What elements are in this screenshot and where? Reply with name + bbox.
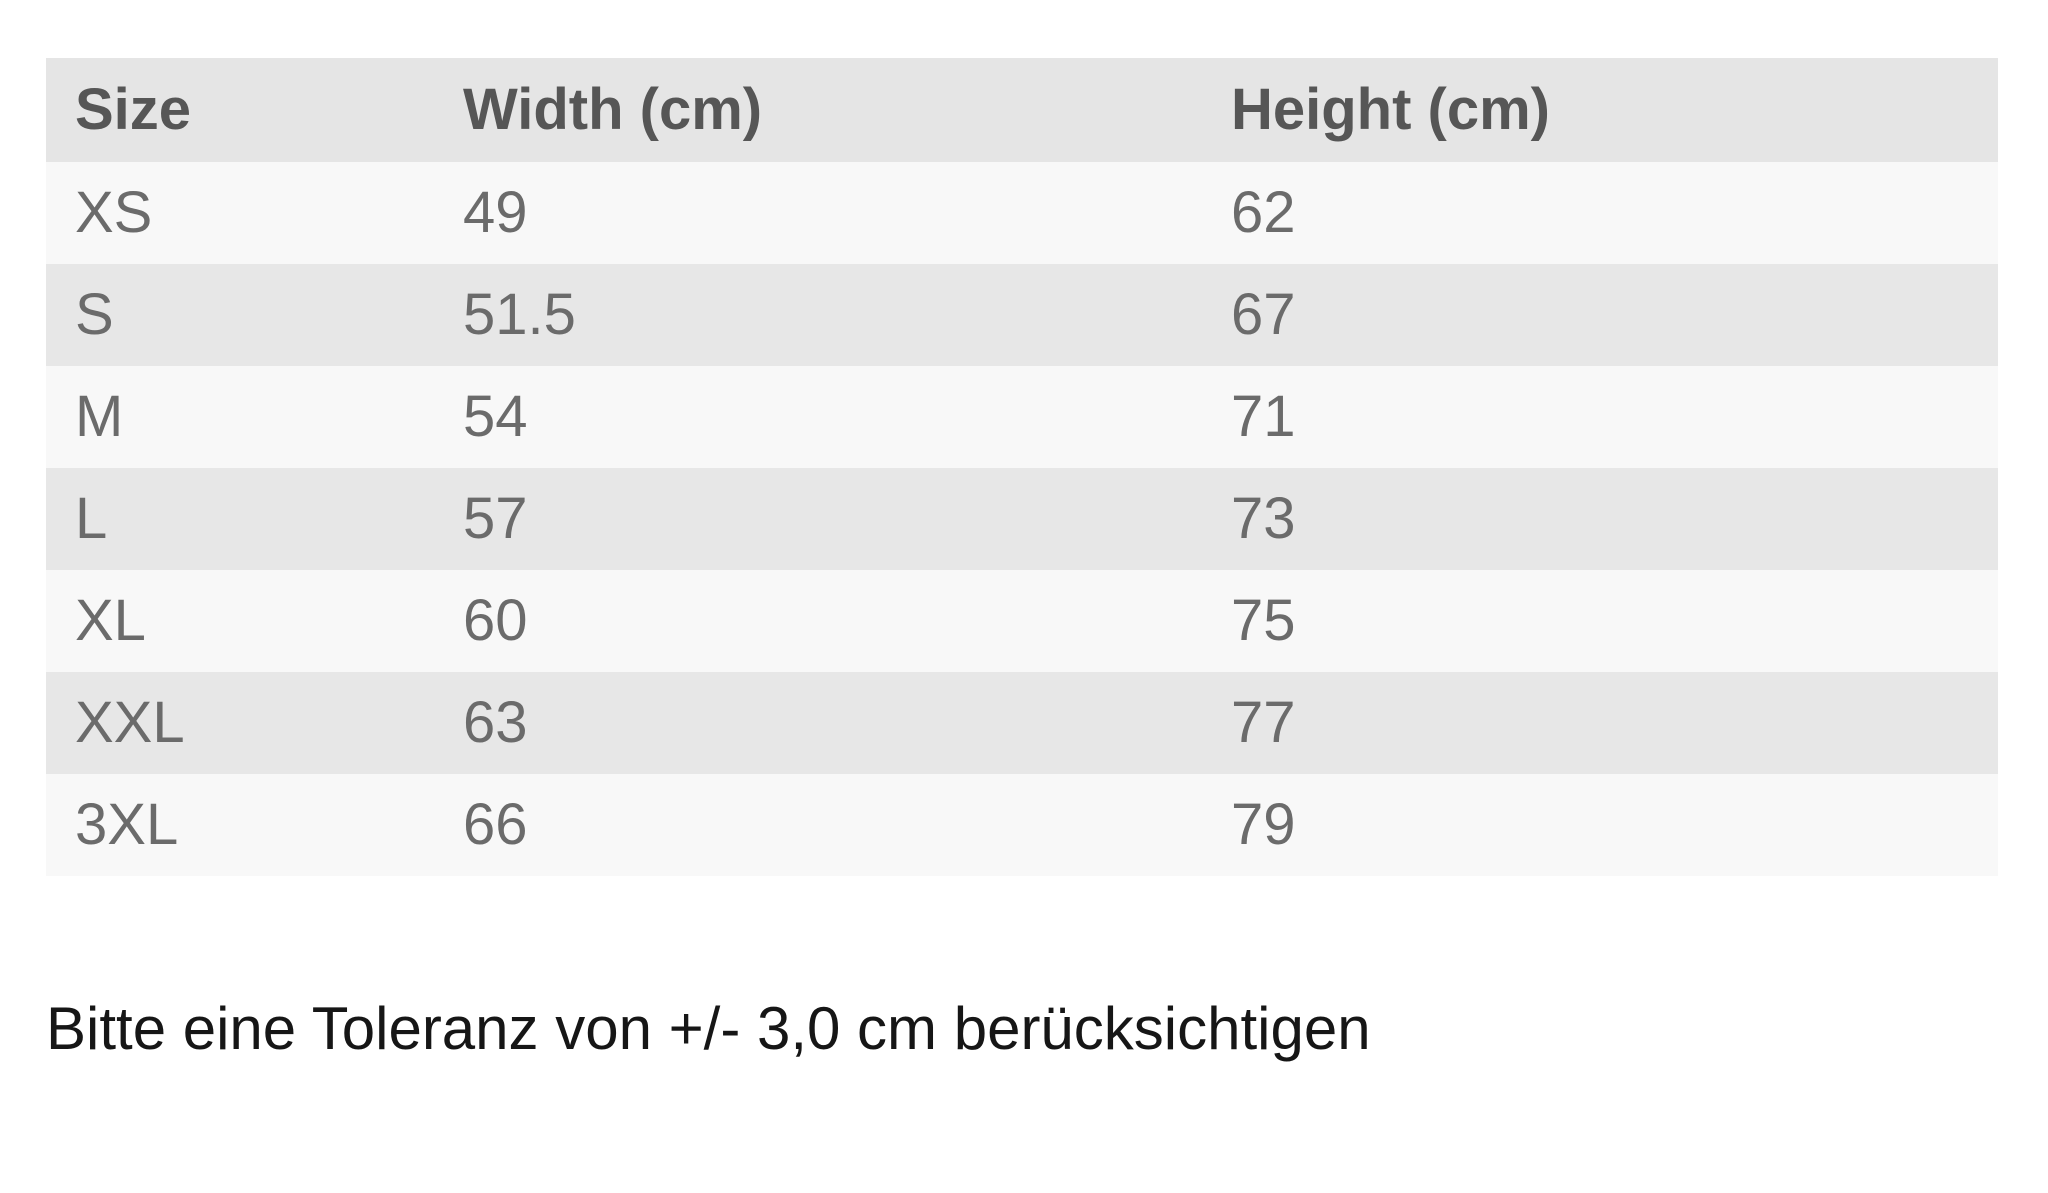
height-cell: 79 xyxy=(1231,792,1296,857)
size-cell: S xyxy=(75,282,114,347)
size-cell: XL xyxy=(75,588,146,653)
table-row-s: S 51.5 67 xyxy=(46,264,1998,366)
width-cell: 49 xyxy=(463,180,528,245)
size-cell: L xyxy=(75,486,108,551)
height-cell: 71 xyxy=(1231,384,1296,449)
column-header-size: Size xyxy=(75,77,192,142)
table-row-l: L 57 73 xyxy=(46,468,1998,570)
size-cell: XXL xyxy=(75,690,185,755)
table-row-xs: XS 49 62 xyxy=(46,162,1998,264)
column-header-height: Height (cm) xyxy=(1231,77,1550,142)
height-cell: 73 xyxy=(1231,486,1296,551)
width-cell: 66 xyxy=(463,792,528,857)
width-cell: 51.5 xyxy=(463,282,576,347)
size-cell: XS xyxy=(75,180,153,245)
height-cell: 62 xyxy=(1231,180,1296,245)
table-header-row: Size Width (cm) Height (cm) xyxy=(46,58,1998,162)
table-row-m: M 54 71 xyxy=(46,366,1998,468)
width-cell: 60 xyxy=(463,588,528,653)
size-cell: 3XL xyxy=(75,792,179,857)
table-row-xl: XL 60 75 xyxy=(46,570,1998,672)
table-row-3xl: 3XL 66 79 xyxy=(46,774,1998,876)
column-header-width: Width (cm) xyxy=(463,77,763,142)
size-chart-table: Size Width (cm) Height (cm) XS 49 62 S 5… xyxy=(46,58,1998,876)
width-cell: 57 xyxy=(463,486,528,551)
size-cell: M xyxy=(75,384,124,449)
width-cell: 54 xyxy=(463,384,528,449)
width-cell: 63 xyxy=(463,690,528,755)
height-cell: 77 xyxy=(1231,690,1296,755)
tolerance-note: Bitte eine Toleranz von +/- 3,0 cm berüc… xyxy=(46,995,1371,1062)
height-cell: 67 xyxy=(1231,282,1296,347)
table-row-xxl: XXL 63 77 xyxy=(46,672,1998,774)
height-cell: 75 xyxy=(1231,588,1296,653)
